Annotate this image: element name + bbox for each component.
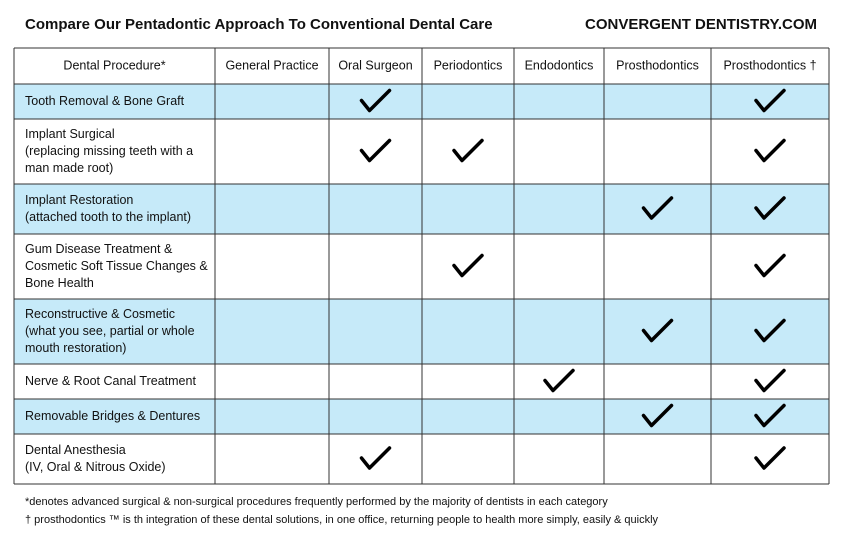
checkmark [359, 88, 392, 113]
column-header: Dental Procedure* [63, 58, 165, 72]
checkmark [754, 446, 786, 470]
procedure-label: Reconstructive & Cosmetic [25, 307, 175, 321]
procedure-label: (attached tooth to the implant) [25, 210, 191, 224]
title: Compare Our Pentadontic Approach To Conv… [25, 16, 493, 33]
procedure-label: (IV, Oral & Nitrous Oxide) [25, 460, 166, 474]
checkmark [641, 196, 674, 220]
checkmark [754, 403, 786, 428]
checkmark [754, 318, 786, 343]
checkmark [452, 253, 484, 278]
column-header: Endodontics [525, 58, 594, 72]
brand: CONVERGENT DENTISTRY.COM [585, 16, 817, 33]
procedure-label: (replacing missing teeth with a [25, 144, 193, 158]
procedure-label: Dental Anesthesia [25, 443, 126, 457]
procedure-label: Tooth Removal & Bone Graft [25, 94, 185, 108]
footnote: † prosthodontics ™ is th integration of … [25, 514, 659, 526]
checkmark [641, 318, 674, 343]
checkmark [543, 368, 575, 393]
footnote: *denotes advanced surgical & non-surgica… [25, 496, 608, 508]
procedure-label: Nerve & Root Canal Treatment [25, 374, 196, 388]
column-header: Periodontics [434, 58, 503, 72]
checkmark [754, 253, 786, 278]
procedure-label: Gum Disease Treatment & [25, 242, 173, 256]
procedure-label: Bone Health [25, 276, 94, 290]
procedure-label: (what you see, partial or whole [25, 324, 195, 338]
checkmark [452, 138, 484, 163]
procedure-label: Implant Surgical [25, 127, 115, 141]
procedure-label: Implant Restoration [25, 193, 133, 207]
column-header: General Practice [225, 58, 318, 72]
procedure-label: mouth restoration) [25, 341, 126, 355]
procedure-label: man made root) [25, 161, 113, 175]
checkmark [359, 138, 392, 163]
checkmark [754, 196, 786, 220]
checkmark [754, 368, 786, 393]
checkmark [359, 446, 392, 470]
column-header: Prosthodontics † [723, 58, 816, 72]
checkmark [754, 88, 786, 113]
procedure-label: Removable Bridges & Dentures [25, 409, 200, 423]
column-header: Oral Surgeon [338, 58, 412, 72]
column-header: Prosthodontics [616, 58, 699, 72]
checkmark [754, 138, 786, 163]
procedure-label: Cosmetic Soft Tissue Changes & [25, 259, 208, 273]
checkmark [641, 403, 674, 428]
